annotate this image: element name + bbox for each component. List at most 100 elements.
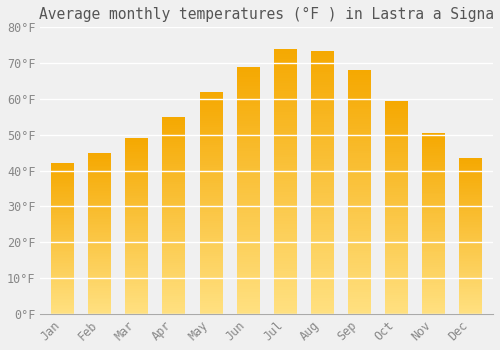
Bar [162, 127, 186, 129]
Bar [200, 240, 222, 243]
Bar [460, 236, 482, 238]
Bar [385, 299, 408, 301]
Bar [311, 259, 334, 261]
Bar [236, 178, 260, 180]
Bar [162, 229, 186, 231]
Bar [422, 146, 445, 147]
Bar [88, 251, 111, 253]
Bar [460, 169, 482, 170]
Bar [274, 70, 296, 73]
Bar [200, 194, 222, 196]
Bar [126, 158, 148, 159]
Bar [236, 168, 260, 170]
Bar [460, 262, 482, 264]
Bar [88, 283, 111, 285]
Bar [88, 274, 111, 275]
Bar [274, 112, 296, 115]
Bar [88, 312, 111, 314]
Bar [348, 253, 371, 255]
Bar [422, 280, 445, 281]
Bar [200, 136, 222, 138]
Bar [385, 231, 408, 233]
Bar [460, 158, 482, 160]
Bar [236, 304, 260, 307]
Bar [162, 243, 186, 245]
Bar [348, 92, 371, 94]
Bar [422, 240, 445, 242]
Bar [162, 188, 186, 190]
Bar [162, 170, 186, 172]
Bar [88, 182, 111, 183]
Bar [236, 205, 260, 208]
Bar [460, 301, 482, 303]
Bar [311, 243, 334, 245]
Bar [236, 274, 260, 277]
Bar [126, 145, 148, 147]
Bar [385, 165, 408, 167]
Bar [311, 138, 334, 140]
Bar [51, 225, 74, 226]
Bar [460, 289, 482, 290]
Bar [51, 298, 74, 299]
Bar [88, 212, 111, 214]
Bar [348, 70, 371, 73]
Bar [311, 293, 334, 295]
Bar [274, 104, 296, 107]
Bar [88, 287, 111, 288]
Bar [200, 267, 222, 270]
Bar [460, 161, 482, 163]
Bar [311, 156, 334, 159]
Bar [236, 79, 260, 82]
Bar [385, 150, 408, 152]
Bar [274, 60, 296, 62]
Bar [348, 99, 371, 102]
Bar [422, 186, 445, 187]
Bar [274, 232, 296, 235]
Bar [348, 107, 371, 109]
Bar [88, 188, 111, 190]
Bar [422, 198, 445, 200]
Bar [385, 184, 408, 186]
Bar [236, 257, 260, 259]
Bar [126, 293, 148, 295]
Bar [126, 288, 148, 289]
Bar [236, 195, 260, 198]
Bar [311, 214, 334, 216]
Bar [51, 236, 74, 237]
Bar [385, 263, 408, 265]
Bar [274, 51, 296, 54]
Bar [236, 141, 260, 144]
Bar [126, 167, 148, 168]
Bar [51, 219, 74, 220]
Bar [88, 288, 111, 290]
Bar [460, 202, 482, 203]
Bar [236, 163, 260, 166]
Bar [200, 114, 222, 116]
Bar [88, 267, 111, 269]
Bar [200, 169, 222, 172]
Bar [162, 184, 186, 186]
Bar [460, 194, 482, 195]
Bar [385, 199, 408, 201]
Bar [274, 75, 296, 78]
Bar [422, 135, 445, 136]
Bar [88, 214, 111, 216]
Bar [236, 307, 260, 309]
Bar [348, 216, 371, 219]
Bar [422, 176, 445, 178]
Bar [126, 182, 148, 184]
Bar [274, 203, 296, 205]
Bar [236, 109, 260, 111]
Bar [162, 235, 186, 237]
Bar [236, 119, 260, 121]
Bar [236, 136, 260, 138]
Bar [311, 77, 334, 79]
Bar [460, 261, 482, 262]
Bar [311, 269, 334, 272]
Bar [236, 203, 260, 205]
Bar [311, 182, 334, 185]
Bar [460, 234, 482, 236]
Bar [385, 137, 408, 139]
Bar [274, 272, 296, 274]
Bar [385, 211, 408, 214]
